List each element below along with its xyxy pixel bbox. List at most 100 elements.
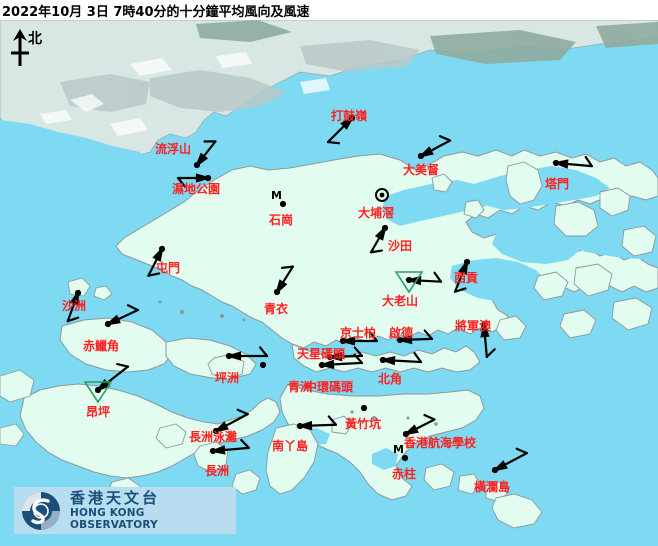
wind-barb-head — [552, 159, 569, 169]
station-marker-dot[interactable] — [209, 447, 217, 455]
station-label: 青洲 — [288, 380, 313, 394]
station-marker-triangle[interactable] — [83, 381, 113, 404]
station-marker-dot[interactable] — [339, 337, 347, 345]
map-svg: MM — [0, 20, 658, 546]
logo-text-block: 香港天文台 HONG KONG OBSERVATORY — [70, 489, 236, 532]
wind-barb-flag — [240, 438, 250, 449]
station-marker-dot[interactable] — [463, 258, 471, 266]
sai-kung-inlet — [492, 228, 580, 264]
station-marker-dot[interactable] — [204, 174, 212, 182]
wind-barb-flag — [453, 287, 467, 293]
station-label: 沙田 — [388, 239, 413, 253]
urban-texture — [60, 40, 420, 112]
wind-barb-flag — [438, 135, 452, 142]
station-label: 塔門 — [545, 177, 570, 191]
station-marker-dot[interactable] — [326, 353, 334, 361]
station-label: 屯門 — [156, 261, 181, 275]
station-marker-dot[interactable] — [402, 430, 410, 438]
port-shelter — [450, 258, 548, 302]
wind-barb-head — [94, 378, 111, 393]
station-marker-dot[interactable] — [273, 288, 281, 296]
wind-barb-flag — [147, 272, 161, 277]
station-marker-dot[interactable] — [193, 161, 201, 169]
station-label: 青衣 — [264, 302, 289, 316]
wind-barb-flag — [66, 316, 80, 323]
wind-barb-head — [194, 152, 209, 169]
station-label: 北角 — [378, 372, 403, 386]
station-label: 黃竹坑 — [345, 417, 382, 431]
wind-barb-head — [326, 351, 343, 362]
station-marker-dot[interactable] — [491, 466, 499, 474]
station-label: 打鼓嶺 — [331, 109, 368, 123]
station-marker-dot[interactable] — [318, 361, 326, 369]
station-marker-dot[interactable] — [259, 361, 267, 369]
station-marker-dot[interactable] — [417, 152, 425, 160]
wind-barb-flag — [413, 351, 423, 364]
tolo-harbour — [382, 180, 498, 226]
wind-barb-head — [296, 420, 313, 431]
station-marker-ring[interactable] — [375, 188, 389, 202]
station-marker-dot[interactable] — [279, 200, 287, 208]
landmass-lantau — [19, 383, 281, 479]
victoria-harbour — [286, 370, 478, 394]
wind-barb-flag — [369, 249, 383, 254]
station-marker-dot[interactable] — [379, 356, 387, 364]
station-marker-dot[interactable] — [396, 336, 404, 344]
station-label: 流浮山 — [155, 142, 192, 156]
station-marker-dot[interactable] — [212, 427, 220, 435]
station-label: 長洲泳灘 — [189, 430, 238, 444]
station-marker-dot[interactable] — [405, 276, 413, 284]
station-label: 京士柏 — [340, 326, 377, 340]
logo-title-zh: 香港天文台 — [70, 489, 161, 507]
station-marker-dot[interactable] — [296, 422, 304, 430]
station-label: 中環碼頭 — [305, 380, 354, 394]
wind-barb-head — [379, 355, 396, 366]
wind-barb-flag — [423, 329, 434, 340]
wind-barb-head — [152, 245, 164, 262]
station-marker-dot[interactable] — [480, 321, 488, 329]
station-marker-dot[interactable] — [94, 386, 102, 394]
wind-barb-head — [402, 424, 419, 436]
wind-barb-head — [417, 146, 434, 158]
wind-barb-flag — [327, 415, 338, 426]
hill-texture — [196, 20, 658, 64]
station-marker-dot[interactable] — [552, 159, 560, 167]
station-marker-triangle[interactable] — [394, 271, 424, 294]
station-label: 將軍澳 — [455, 319, 492, 333]
station-marker-dot[interactable] — [104, 320, 112, 328]
station-label: 西貢 — [454, 271, 479, 285]
station-marker-dot[interactable] — [225, 352, 233, 360]
station-marker-dot[interactable] — [401, 454, 409, 462]
station-label: 赤柱 — [392, 467, 417, 481]
station-marker-dot[interactable] — [158, 245, 166, 253]
wind-barb-head — [195, 173, 212, 183]
wind-barb-flag — [280, 265, 294, 269]
station-label: 香港航海學校 — [404, 436, 477, 450]
station-marker-dot[interactable] — [360, 404, 368, 412]
wind-barb-head — [480, 321, 490, 338]
title-bar: 2022年10月 3日 7時40分的十分鐘平均風向及風速 — [0, 0, 658, 20]
hko-swirl-logo-icon — [22, 491, 60, 530]
station-marker-dot[interactable] — [381, 224, 389, 232]
station-label: 長洲 — [205, 464, 230, 478]
repulse-bay — [372, 448, 398, 470]
station-marker-dot[interactable] — [379, 192, 385, 198]
station-marker-layer: MM — [74, 114, 560, 474]
sha-chau-islets — [0, 277, 113, 447]
wind-barb-flag — [515, 447, 528, 455]
wind-barb-layer — [66, 115, 593, 472]
station-label: 大美督 — [403, 163, 440, 177]
station-marker-dot[interactable] — [348, 114, 356, 122]
wind-barb-flag — [353, 353, 364, 365]
wind-barb-head — [225, 351, 242, 361]
station-marker-dot[interactable] — [74, 289, 82, 297]
station-label: 濕地公園 — [172, 182, 221, 196]
station-label: 坪洲 — [215, 371, 240, 385]
wind-barb-head — [374, 224, 387, 241]
southern-islands — [107, 353, 543, 529]
wind-barb-head — [212, 421, 229, 433]
wind-barb-flag — [326, 140, 340, 145]
wind-barb-head — [274, 279, 288, 296]
channel-specks — [158, 300, 438, 426]
